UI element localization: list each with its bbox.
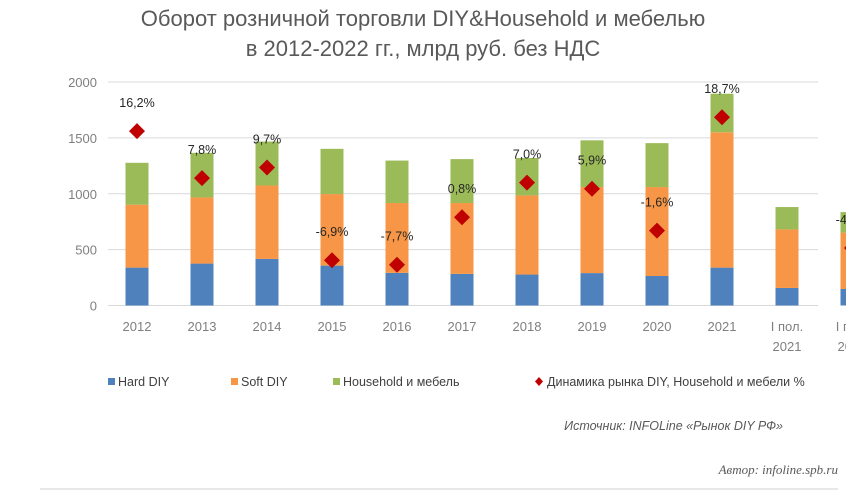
legend-label: Hard DIY [118, 375, 170, 389]
y-tick-label: 0 [90, 299, 97, 314]
growth-marker [649, 222, 665, 239]
growth-marker [129, 123, 145, 140]
author-note: Автор: infoline.spb.ru [718, 462, 839, 477]
x-tick-label: 2012 [123, 319, 152, 334]
chart-subtitle: в 2012-2022 гг., млрд руб. без НДС [245, 36, 601, 61]
y-tick-label: 2000 [68, 75, 97, 90]
bar-hard-diy-4 [385, 272, 409, 306]
growth-label: -1,6% [641, 196, 674, 210]
bar-hard-diy-5 [450, 273, 474, 306]
bar-soft-diy-10 [775, 229, 799, 288]
bar-hard-diy-3 [320, 265, 344, 306]
growth-label: 9,7% [253, 132, 282, 146]
legend-swatch [108, 378, 115, 385]
growth-marker [324, 252, 340, 269]
x-tick-label: 2020 [643, 319, 672, 334]
bar-soft-diy-7 [580, 187, 604, 274]
x-tick-label: 2021 [773, 339, 802, 354]
growth-marker [389, 256, 405, 273]
bar-soft-diy-3 [320, 194, 344, 266]
bar-household--3 [320, 148, 344, 195]
y-tick-label: 1500 [68, 131, 97, 146]
bar-soft-diy-5 [450, 203, 474, 274]
growth-label: 7,0% [513, 148, 542, 162]
y-tick-label: 500 [75, 243, 97, 258]
growth-label: 16,2% [119, 96, 154, 110]
x-tick-label: I пол. [836, 319, 846, 334]
bar-soft-diy-0 [125, 204, 149, 268]
y-tick-label: 1000 [68, 187, 97, 202]
growth-label: -7,7% [381, 230, 414, 244]
bar-soft-diy-9 [710, 132, 734, 268]
bar-soft-diy-1 [190, 197, 214, 264]
legend-swatch [333, 378, 340, 385]
growth-label: 7,8% [188, 143, 217, 157]
growth-label: 18,7% [704, 82, 739, 96]
legend-label: Динамика рынка DIY, Household и мебели % [547, 375, 805, 389]
bar-hard-diy-8 [645, 275, 669, 306]
bar-soft-diy-2 [255, 185, 279, 259]
growth-marker [714, 109, 730, 126]
x-tick-label: 2022 [838, 339, 846, 354]
legend-label: Soft DIY [241, 375, 288, 389]
bar-household--5 [450, 159, 474, 204]
growth-marker [194, 170, 210, 187]
growth-label: -4,7% [836, 213, 846, 227]
bar-hard-diy-10 [775, 287, 799, 306]
bar-household--0 [125, 162, 149, 205]
bar-hard-diy-6 [515, 274, 539, 306]
legend-swatch [231, 378, 238, 385]
x-tick-label: 2016 [383, 319, 412, 334]
legend-diamond-icon [535, 377, 543, 386]
bar-soft-diy-4 [385, 203, 409, 273]
source-note: Источник: INFOLine «Рынок DIY РФ» [564, 419, 783, 433]
x-tick-label: 2015 [318, 319, 347, 334]
x-tick-label: 2017 [448, 319, 477, 334]
x-tick-label: 2014 [253, 319, 282, 334]
growth-label: -6,9% [316, 225, 349, 239]
bar-household--11 [840, 212, 846, 233]
bar-household--7 [580, 140, 604, 188]
x-tick-label: 2018 [513, 319, 542, 334]
growth-marker [584, 180, 600, 197]
x-tick-label: 2019 [578, 319, 607, 334]
growth-marker [259, 159, 275, 176]
x-tick-label: 2013 [188, 319, 217, 334]
chart-title: Оборот розничной торговли DIY&Household … [140, 6, 706, 31]
bar-hard-diy-0 [125, 267, 149, 306]
growth-marker [454, 209, 470, 226]
bar-hard-diy-11 [840, 288, 846, 306]
x-tick-label: 2021 [708, 319, 737, 334]
growth-label: 0,8% [448, 182, 477, 196]
bar-hard-diy-2 [255, 258, 279, 306]
bar-hard-diy-7 [580, 273, 604, 306]
bar-hard-diy-9 [710, 267, 734, 306]
bar-soft-diy-6 [515, 195, 539, 275]
bar-household--4 [385, 160, 409, 204]
legend-label: Household и мебель [343, 375, 459, 389]
bar-soft-diy-11 [840, 232, 846, 289]
growth-label: 5,9% [578, 154, 607, 168]
bar-hard-diy-1 [190, 263, 214, 306]
bar-household--10 [775, 207, 799, 230]
x-tick-label: I пол. [771, 319, 803, 334]
growth-marker [519, 174, 535, 191]
bar-household--8 [645, 143, 669, 188]
